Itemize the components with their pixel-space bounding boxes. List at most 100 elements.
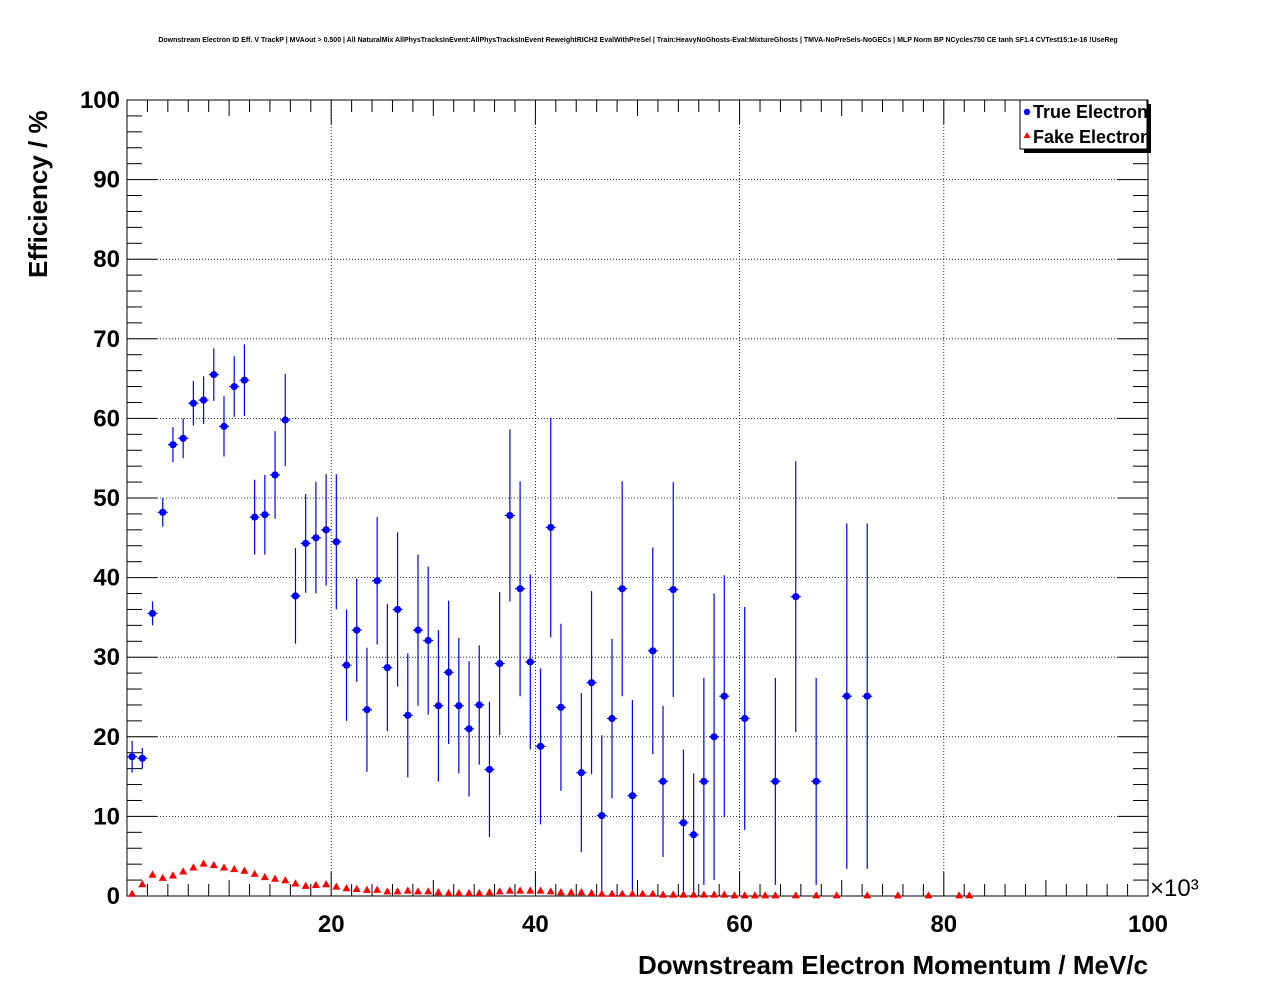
data-point	[955, 891, 964, 899]
data-point	[403, 886, 412, 894]
data-point	[260, 872, 269, 881]
x-tick-label: 60	[726, 911, 753, 938]
x-axis-multiplier: ×10³	[1150, 875, 1199, 902]
data-point	[618, 889, 627, 897]
data-point	[301, 881, 310, 889]
y-tick-label: 90	[93, 167, 120, 194]
data-point	[179, 434, 187, 442]
data-point	[547, 523, 555, 532]
data-point	[454, 888, 463, 897]
x-tick-label: 100	[1128, 911, 1168, 938]
data-point	[567, 888, 576, 896]
data-point	[179, 867, 188, 875]
data-point	[230, 382, 238, 391]
data-point	[792, 593, 800, 601]
data-point	[342, 884, 351, 892]
data-point	[741, 714, 749, 723]
grid-lines	[127, 100, 1148, 896]
data-point	[128, 753, 136, 761]
data-point	[812, 891, 821, 899]
data-point	[424, 887, 433, 895]
data-point	[332, 538, 340, 546]
data-point	[649, 647, 657, 655]
data-point	[168, 871, 177, 879]
data-point	[536, 742, 545, 750]
data-point	[710, 890, 719, 898]
data-point	[455, 702, 463, 710]
data-point	[648, 889, 657, 897]
data-point	[730, 891, 739, 899]
chart-title: Downstream Electron ID Eff. V TrackP | M…	[158, 37, 1117, 44]
data-point	[291, 879, 300, 887]
data-point	[322, 880, 331, 888]
data-point	[699, 890, 708, 898]
data-point	[312, 534, 320, 542]
data-point	[598, 812, 606, 820]
data-point	[189, 863, 198, 871]
data-point	[434, 888, 443, 896]
data-point	[404, 711, 412, 719]
y-tick-label: 70	[93, 326, 120, 353]
data-point	[812, 777, 820, 785]
data-point	[220, 422, 228, 430]
data-point	[281, 876, 290, 884]
data-point	[445, 668, 453, 676]
data-point	[577, 888, 586, 896]
data-point	[863, 692, 871, 700]
y-tick-label: 0	[107, 883, 120, 910]
data-point	[383, 887, 392, 895]
data-point	[669, 585, 677, 594]
data-point	[393, 605, 402, 614]
x-axis-title: Downstream Electron Momentum / MeV/c	[638, 950, 1148, 980]
data-point	[271, 874, 280, 882]
data-point	[148, 609, 157, 618]
data-point	[444, 888, 453, 897]
data-point	[281, 416, 289, 424]
legend-marker-true	[1023, 108, 1031, 116]
axes: 0 10 20 30 40 50 60 70 80 90 100 20 40 60 80 100	[80, 87, 1168, 938]
data-point	[393, 887, 402, 895]
data-point	[720, 692, 728, 700]
data-point	[556, 888, 565, 896]
y-tick-label: 50	[93, 485, 120, 512]
data-point	[607, 889, 616, 897]
data-point	[659, 777, 667, 785]
data-point	[700, 777, 708, 785]
data-point	[414, 626, 422, 634]
data-point	[199, 396, 208, 404]
x-tick-label: 80	[930, 911, 957, 938]
data-point	[608, 714, 616, 723]
data-point	[291, 592, 300, 600]
data-point	[495, 887, 504, 895]
series-fake-electron	[128, 859, 974, 899]
data-point	[689, 890, 698, 898]
y-tick-label: 100	[80, 87, 120, 114]
data-point	[638, 889, 647, 897]
data-point	[771, 777, 779, 785]
data-point	[424, 636, 432, 645]
data-point	[158, 873, 167, 881]
data-point	[720, 890, 729, 898]
data-point	[199, 859, 208, 867]
y-tick-label: 30	[93, 644, 120, 671]
data-point	[311, 880, 320, 889]
data-point	[342, 661, 351, 669]
data-point	[505, 886, 514, 894]
data-point	[843, 692, 851, 700]
data-point	[740, 891, 749, 899]
data-point	[587, 888, 596, 897]
data-point	[679, 819, 688, 827]
data-point	[383, 663, 391, 672]
data-point	[332, 882, 341, 890]
data-point	[771, 891, 780, 899]
data-point	[628, 889, 637, 897]
data-point	[485, 888, 494, 896]
data-point	[557, 703, 565, 711]
data-point	[352, 884, 361, 893]
data-point	[302, 539, 310, 547]
data-point	[159, 508, 167, 516]
data-point	[373, 885, 382, 893]
data-point	[138, 880, 147, 888]
data-point	[210, 371, 218, 379]
data-point	[353, 626, 361, 634]
